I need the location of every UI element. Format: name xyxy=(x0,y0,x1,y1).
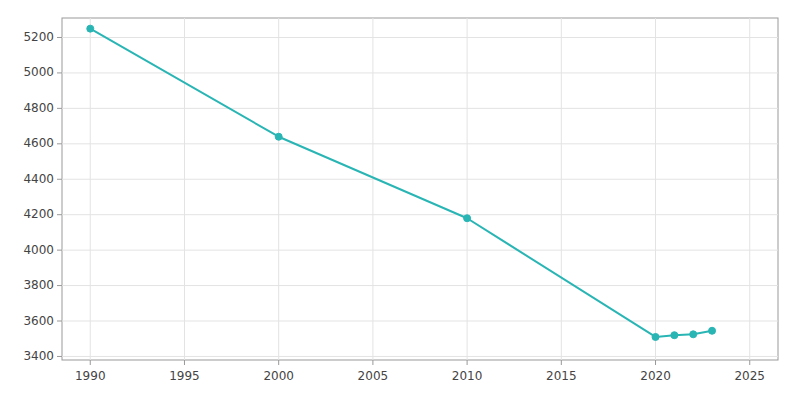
y-tick-label: 3600 xyxy=(23,314,54,328)
data-point xyxy=(690,331,697,338)
data-point xyxy=(652,333,659,340)
y-tick xyxy=(57,108,62,109)
y-tick-label: 4200 xyxy=(23,207,54,221)
y-tick-label: 5200 xyxy=(23,30,54,44)
x-tick xyxy=(372,360,373,365)
x-grid-line xyxy=(749,18,750,360)
y-tick-label: 4400 xyxy=(23,172,54,186)
grid xyxy=(62,18,778,360)
x-grid-line xyxy=(278,18,279,360)
y-grid-line xyxy=(62,321,778,322)
y-tick xyxy=(57,72,62,73)
y-grid-line xyxy=(62,108,778,109)
x-grid-line xyxy=(90,18,91,360)
x-grid-line xyxy=(655,18,656,360)
x-grid-line xyxy=(372,18,373,360)
axes: 3400 3600 3800 4000 4200 4400 4600 4800 5000 5200… xyxy=(23,30,765,383)
y-tick-label: 4800 xyxy=(23,101,54,115)
y-tick-label: 5000 xyxy=(23,65,54,79)
x-tick xyxy=(278,360,279,365)
x-tick-label: 1990 xyxy=(75,369,106,383)
data-point xyxy=(671,332,678,339)
y-tick xyxy=(57,214,62,215)
y-tick xyxy=(57,356,62,357)
chart-svg: 3400 3600 3800 4000 4200 4400 4600 4800 5000 5200… xyxy=(0,0,800,400)
y-tick xyxy=(57,321,62,322)
x-tick-label: 2020 xyxy=(640,369,671,383)
chart-container: 3400 3600 3800 4000 4200 4400 4600 4800 5000 5200… xyxy=(0,0,800,400)
data-point xyxy=(464,215,471,222)
y-grid-line xyxy=(62,214,778,215)
y-tick-label: 4600 xyxy=(23,136,54,150)
x-grid-line xyxy=(467,18,468,360)
y-tick-label: 3800 xyxy=(23,278,54,292)
y-tick xyxy=(57,285,62,286)
data-line xyxy=(90,29,712,337)
y-tick-label: 4000 xyxy=(23,243,54,257)
x-tick xyxy=(467,360,468,365)
data-point xyxy=(709,327,716,334)
y-tick xyxy=(57,179,62,180)
y-grid-line xyxy=(62,143,778,144)
y-tick xyxy=(57,37,62,38)
x-grid-line xyxy=(184,18,185,360)
x-tick-label: 1995 xyxy=(169,369,200,383)
x-tick xyxy=(184,360,185,365)
data-point xyxy=(87,25,94,32)
y-grid-line xyxy=(62,356,778,357)
x-tick-label: 2015 xyxy=(546,369,577,383)
x-tick xyxy=(561,360,562,365)
x-tick-label: 2025 xyxy=(734,369,765,383)
plot-area xyxy=(87,25,716,340)
x-tick-label: 2005 xyxy=(358,369,389,383)
x-tick xyxy=(90,360,91,365)
data-point xyxy=(275,133,282,140)
x-tick-label: 2010 xyxy=(452,369,483,383)
y-tick xyxy=(57,250,62,251)
x-grid-line xyxy=(561,18,562,360)
y-grid-line xyxy=(62,250,778,251)
x-tick xyxy=(749,360,750,365)
plot-frame xyxy=(62,18,778,360)
y-tick xyxy=(57,143,62,144)
x-tick xyxy=(655,360,656,365)
y-grid-line xyxy=(62,37,778,38)
x-tick-label: 2000 xyxy=(263,369,294,383)
y-grid-line xyxy=(62,285,778,286)
y-grid-line xyxy=(62,179,778,180)
y-tick-label: 3400 xyxy=(23,349,54,363)
